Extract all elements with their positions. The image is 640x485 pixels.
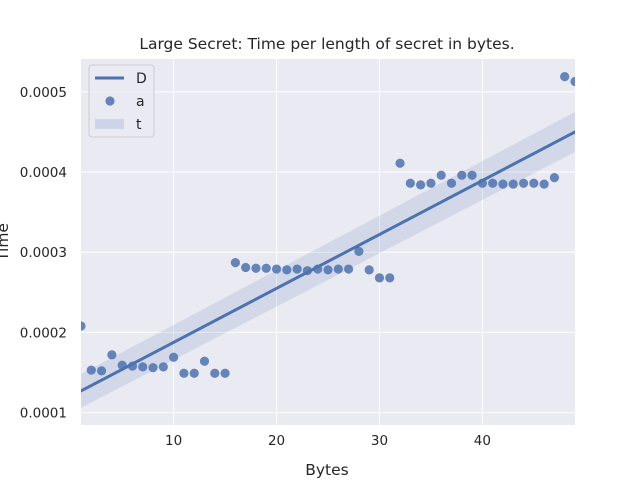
data-point — [292, 264, 302, 274]
legend-frame — [88, 64, 155, 138]
legend-point-swatch — [105, 96, 115, 106]
data-point — [81, 321, 86, 331]
data-point — [374, 273, 385, 283]
data-point — [251, 263, 261, 273]
data-point — [364, 265, 374, 275]
data-point — [107, 350, 117, 360]
data-point — [179, 368, 189, 378]
legend-label: a — [136, 94, 145, 110]
data-point — [127, 361, 138, 371]
data-point — [416, 180, 426, 190]
y-tick-label: 0.0002 — [20, 325, 67, 341]
data-point — [117, 360, 127, 370]
data-point — [446, 178, 457, 188]
data-point — [96, 366, 107, 376]
data-point — [210, 368, 220, 378]
legend-label: t — [136, 117, 142, 133]
x-tick-label: 40 — [474, 433, 491, 449]
data-point — [220, 368, 230, 378]
data-point — [405, 178, 415, 188]
data-point — [199, 356, 210, 366]
data-point — [241, 262, 251, 273]
x-tick-label: 20 — [268, 433, 285, 449]
data-point — [539, 179, 549, 189]
data-point — [282, 265, 292, 275]
data-point — [169, 352, 179, 362]
scatter-points-layer — [81, 72, 575, 378]
y-tick-label: 0.0001 — [20, 406, 67, 422]
data-point — [189, 368, 199, 378]
data-point — [436, 170, 446, 180]
data-point — [488, 178, 498, 188]
data-point — [261, 263, 271, 273]
data-point — [138, 362, 148, 372]
x-tick-label: 10 — [165, 433, 182, 449]
grid-layer — [81, 59, 575, 425]
data-point — [549, 173, 560, 183]
x-tick-label: 30 — [371, 433, 388, 449]
data-point — [529, 178, 539, 188]
data-point — [158, 362, 168, 372]
tick-labels-layer: 10 20 30 40 0.0001 0.0002 0.0003 0.0004 0.0005 — [20, 85, 491, 449]
data-point — [148, 363, 158, 373]
x-axis-label: Bytes — [305, 461, 349, 479]
data-point — [385, 273, 395, 283]
data-point — [560, 72, 570, 82]
chart-title: Large Secret: Time per length of secret … — [139, 35, 514, 53]
data-point — [570, 76, 575, 87]
data-point — [498, 179, 508, 189]
data-point — [323, 265, 333, 275]
data-point — [477, 178, 487, 188]
y-tick-label: 0.0004 — [20, 165, 67, 181]
y-tick-label: 0.0005 — [20, 85, 67, 101]
data-point — [457, 170, 467, 180]
y-tick-label: 0.0003 — [20, 245, 67, 261]
data-point — [343, 264, 354, 274]
legend-band-swatch — [95, 119, 124, 129]
data-point — [313, 264, 323, 274]
data-point — [302, 266, 313, 276]
data-point — [354, 246, 364, 257]
data-point — [86, 365, 96, 375]
regression-line-layer — [81, 130, 575, 393]
legend: Dat — [88, 64, 155, 138]
data-point — [333, 264, 343, 274]
legend-label: D — [136, 71, 147, 87]
data-point — [508, 179, 518, 189]
data-point — [467, 170, 477, 180]
data-point — [230, 258, 240, 268]
data-point — [518, 178, 529, 188]
regression-line — [81, 130, 575, 393]
data-point — [395, 158, 405, 168]
data-point — [426, 178, 436, 188]
y-axis-label: Time — [0, 223, 12, 262]
data-point — [271, 264, 282, 274]
